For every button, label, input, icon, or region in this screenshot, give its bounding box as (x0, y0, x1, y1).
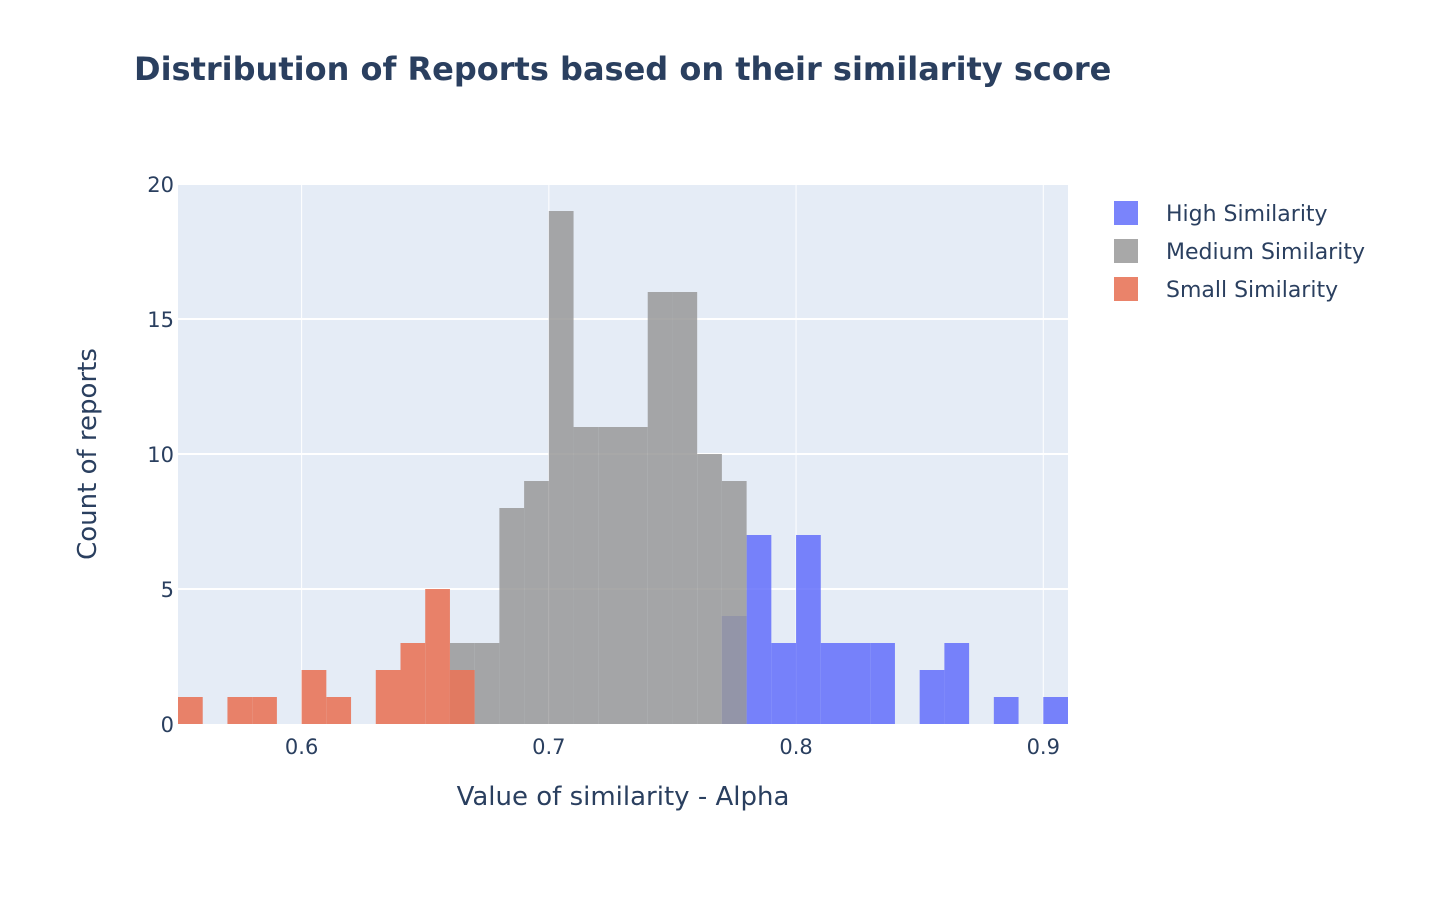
histogram-bar[interactable] (252, 697, 277, 724)
histogram-bar[interactable] (474, 643, 500, 724)
histogram-bar[interactable] (301, 670, 327, 724)
legend-label: Medium Similarity (1166, 240, 1365, 265)
histogram-bar[interactable] (771, 643, 797, 724)
histogram-bar[interactable] (944, 643, 970, 724)
histogram-bar[interactable] (746, 535, 772, 724)
histogram-bar[interactable] (400, 643, 426, 724)
x-tick-label: 0.7 (532, 735, 565, 759)
legend-item[interactable]: Medium Similarity (1114, 239, 1365, 265)
histogram-bar[interactable] (573, 427, 599, 724)
histogram-bar[interactable] (499, 508, 525, 724)
y-tick-label: 0 (161, 713, 174, 737)
legend-swatch-icon (1114, 239, 1138, 263)
legend-label: Small Similarity (1166, 278, 1338, 303)
legend: High Similarity Medium Similarity Small Si… (1114, 201, 1365, 303)
histogram-bar[interactable] (178, 697, 203, 724)
histogram-bar[interactable] (425, 589, 450, 724)
x-axis-title: Value of similarity - Alpha (457, 782, 790, 812)
histogram-bar[interactable] (449, 670, 475, 724)
histogram-bar[interactable] (820, 643, 846, 724)
histogram-bar[interactable] (672, 292, 698, 724)
bars (178, 211, 1068, 724)
legend-item[interactable]: High Similarity (1114, 201, 1328, 227)
legend-item[interactable]: Small Similarity (1114, 277, 1338, 303)
y-axis-ticks: 0 5 10 15 20 (147, 173, 174, 737)
histogram-bar[interactable] (326, 697, 352, 724)
histogram-bar[interactable] (870, 643, 895, 724)
histogram-bar[interactable] (796, 535, 821, 724)
histogram-bar[interactable] (524, 481, 549, 724)
x-tick-label: 0.6 (285, 735, 318, 759)
histogram-bar[interactable] (623, 427, 648, 724)
histogram-bar[interactable] (919, 670, 945, 724)
y-tick-label: 20 (147, 173, 174, 197)
chart-title: Distribution of Reports based on their s… (134, 50, 1112, 88)
y-axis-title: Count of reports (73, 348, 103, 560)
series-medium-similarity (449, 211, 747, 724)
histogram-bar[interactable] (375, 670, 401, 724)
series-small-similarity (178, 589, 475, 724)
histogram-bar[interactable] (548, 211, 574, 724)
histogram-bar[interactable] (647, 292, 673, 724)
histogram-bar[interactable] (845, 643, 871, 724)
histogram-bar[interactable] (721, 481, 747, 724)
y-tick-label: 10 (147, 443, 174, 467)
series-high-similarity (721, 535, 1068, 724)
histogram-bar[interactable] (227, 697, 253, 724)
legend-swatch-icon (1114, 201, 1138, 225)
x-tick-label: 0.8 (779, 735, 812, 759)
x-axis-ticks: 0.6 0.7 0.8 0.9 (285, 735, 1060, 759)
y-tick-label: 5 (161, 578, 174, 602)
histogram-bar[interactable] (993, 697, 1019, 724)
histogram-bar[interactable] (1043, 697, 1068, 724)
legend-swatch-icon (1114, 277, 1138, 301)
x-tick-label: 0.9 (1027, 735, 1060, 759)
y-tick-label: 15 (147, 308, 174, 332)
histogram-bar[interactable] (697, 454, 722, 724)
histogram-bar[interactable] (598, 427, 623, 724)
legend-label: High Similarity (1166, 202, 1328, 227)
